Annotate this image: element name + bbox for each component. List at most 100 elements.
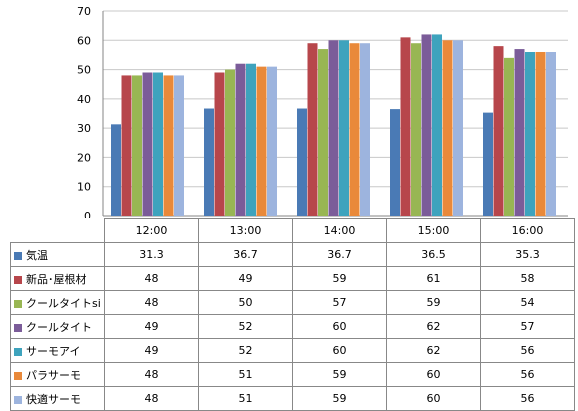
data-label: 62	[386, 314, 481, 339]
bar	[339, 40, 349, 217]
legend-swatch	[14, 347, 22, 356]
bar	[297, 108, 307, 216]
bar	[225, 69, 235, 216]
bar	[483, 112, 493, 216]
bar	[514, 49, 525, 217]
legend-swatch	[14, 251, 22, 260]
data-label: 57	[292, 290, 387, 315]
y-tick-label: 40	[77, 93, 91, 106]
table-row: クールタイト 49 52 60 62 57	[10, 314, 575, 339]
data-label: 60	[292, 338, 387, 363]
bar	[400, 37, 411, 216]
data-label: 48	[104, 362, 199, 387]
legend-entry: パラサーモ	[10, 362, 105, 387]
legend-entry: クールタイトsi	[10, 290, 105, 315]
category-label: 15:00	[386, 218, 481, 243]
y-tick-label: 70	[77, 5, 91, 18]
bar	[442, 40, 453, 217]
legend-swatch	[14, 275, 22, 284]
data-label: 49	[104, 314, 199, 339]
bar	[204, 108, 214, 216]
table-corner	[10, 218, 105, 243]
legend-swatch	[14, 323, 22, 332]
bar	[349, 43, 360, 216]
series-name: サーモアイ	[26, 344, 81, 358]
bars	[111, 34, 556, 217]
bar	[111, 124, 121, 216]
data-label: 59	[292, 266, 387, 291]
data-label: 56	[480, 362, 575, 387]
category-label: 14:00	[292, 218, 387, 243]
bar	[267, 66, 277, 217]
bar	[525, 52, 535, 216]
bar	[535, 52, 546, 216]
bar	[235, 63, 246, 216]
data-label: 52	[198, 338, 293, 363]
bar	[307, 43, 318, 216]
y-tick-label: 0	[84, 210, 91, 218]
category-label: 16:00	[480, 218, 575, 243]
data-label: 48	[104, 290, 199, 315]
bar	[390, 109, 400, 216]
bar	[328, 40, 339, 217]
series-name: 快適サーモ	[26, 392, 81, 406]
table-row: 気温 31.3 36.7 36.7 36.5 35.3	[10, 242, 575, 267]
bar	[142, 72, 153, 216]
y-tick-label: 20	[77, 151, 91, 164]
legend-entry: 新品･屋根材	[10, 266, 105, 291]
bar	[411, 43, 421, 216]
data-label: 60	[292, 314, 387, 339]
data-label: 49	[104, 338, 199, 363]
bar	[453, 40, 463, 217]
bar	[121, 75, 132, 216]
legend-swatch	[14, 371, 22, 380]
bar	[318, 49, 328, 217]
data-label: 50	[198, 290, 293, 315]
data-label: 48	[104, 386, 199, 411]
series-name: パラサーモ	[26, 368, 81, 382]
data-label: 49	[198, 266, 293, 291]
data-label: 36.7	[292, 242, 387, 267]
chart: 0 10 20 30 40 50 60 70	[77, 5, 568, 218]
data-table: 12:00 13:00 14:00 15:00 16:00 気温 31.3 36.7 36.7…	[10, 218, 575, 411]
series-name: 気温	[26, 248, 48, 262]
y-tick-label: 10	[77, 181, 91, 194]
data-label: 31.3	[104, 242, 199, 267]
table-row: 新品･屋根材 48 49 59 61 58	[10, 266, 575, 291]
bar	[360, 43, 370, 216]
bar	[214, 72, 225, 216]
category-label: 12:00	[104, 218, 199, 243]
series-name: 新品･屋根材	[26, 272, 87, 286]
legend-entry: サーモアイ	[10, 338, 105, 363]
data-label: 36.5	[386, 242, 481, 267]
data-label: 60	[386, 362, 481, 387]
data-label: 56	[480, 338, 575, 363]
legend-swatch	[14, 395, 22, 404]
data-label: 57	[480, 314, 575, 339]
data-label: 36.7	[198, 242, 293, 267]
bar	[256, 66, 267, 217]
category-row: 12:00 13:00 14:00 15:00 16:00	[10, 218, 575, 243]
y-axis-ticks: 0 10 20 30 40 50 60 70	[77, 5, 91, 218]
bar	[421, 34, 432, 216]
series-name: クールタイト	[26, 320, 92, 334]
bar	[174, 75, 184, 216]
legend-entry: 快適サーモ	[10, 386, 105, 411]
data-label: 51	[198, 362, 293, 387]
data-label: 58	[480, 266, 575, 291]
bar	[493, 46, 504, 217]
data-label: 54	[480, 290, 575, 315]
table-row: 快適サーモ 48 51 59 60 56	[10, 386, 575, 411]
bar	[432, 34, 442, 216]
data-label: 59	[386, 290, 481, 315]
bar	[163, 75, 174, 216]
bar	[546, 52, 556, 216]
y-tick-label: 50	[77, 64, 91, 77]
y-tick-label: 60	[77, 34, 91, 47]
legend-entry: 気温	[10, 242, 105, 267]
table-row: パラサーモ 48 51 59 60 56	[10, 362, 575, 387]
data-label: 51	[198, 386, 293, 411]
data-label: 60	[386, 386, 481, 411]
legend-swatch	[14, 299, 22, 308]
series-name: クールタイトsi	[26, 296, 101, 310]
